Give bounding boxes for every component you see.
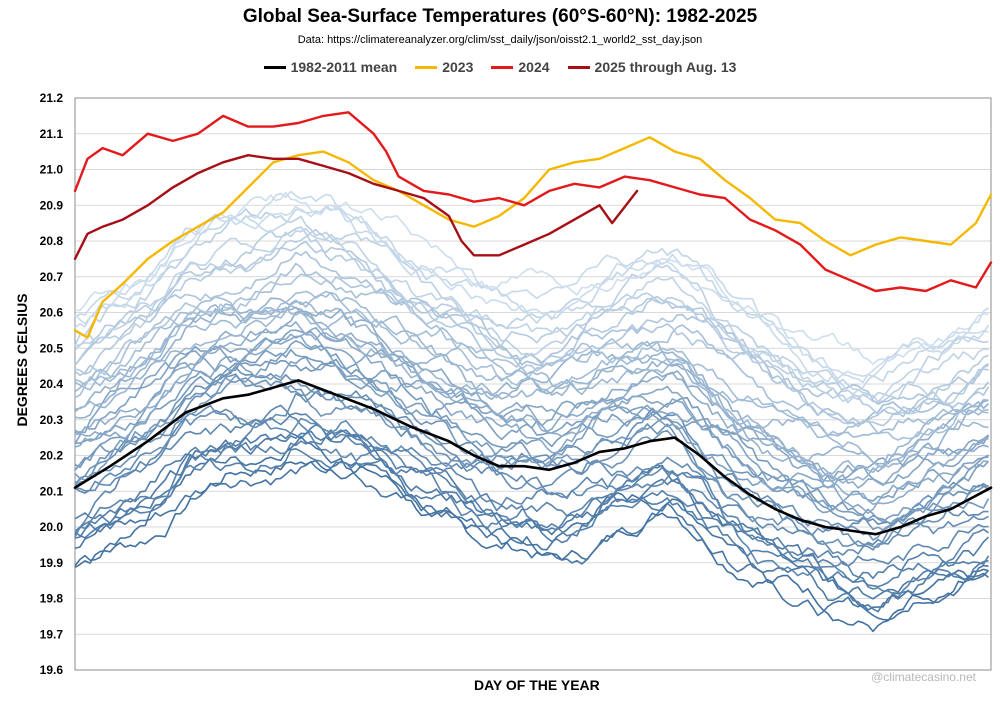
y-tick-label: 19.9: [40, 556, 64, 570]
historical-year-line: [74, 290, 989, 437]
y-tick-label: 19.6: [40, 663, 64, 677]
y-tick-label: 21.2: [40, 91, 64, 105]
historical-year-line: [74, 358, 990, 527]
historical-year-line: [74, 228, 989, 405]
y-tick-label: 20.1: [40, 484, 64, 498]
y-tick-label: 20.0: [40, 520, 64, 534]
legend-item-2025: 2025 through Aug. 13: [567, 59, 737, 75]
chart-subtitle: Data: https://climatereanalyzer.org/clim…: [297, 34, 703, 46]
y-tick-label: 19.7: [40, 627, 64, 641]
legend-label-mean: 1982-2011 mean: [290, 59, 398, 75]
historical-year-line: [74, 423, 990, 613]
legend-item-2024: 2024: [491, 59, 550, 75]
historical-year-line: [74, 412, 989, 599]
historical-year-line: [74, 429, 990, 588]
series-line-2024: [73, 111, 993, 293]
historical-year-line: [74, 273, 990, 425]
historical-year-line: [74, 226, 989, 416]
historical-year-line: [74, 299, 989, 478]
y-tick-label: 20.5: [40, 341, 64, 355]
chart-title: Global Sea-Surface Temperatures (60°S-60…: [242, 6, 758, 27]
y-tick-label: 21.1: [40, 127, 64, 141]
y-tick-label: 20.6: [40, 306, 64, 320]
legend-swatch-2023: [415, 65, 438, 69]
x-axis-label: DAY OF THE YEAR: [474, 677, 600, 693]
historical-year-line: [74, 262, 990, 441]
legend-swatch-2024: [491, 65, 514, 69]
historical-year-line: [74, 321, 989, 506]
historical-year-line: [74, 460, 989, 633]
historical-year-line: [74, 390, 989, 536]
historical-year-line: [74, 329, 990, 490]
historical-year-line: [74, 241, 989, 428]
y-tick-label: 20.9: [40, 198, 64, 212]
legend: 1982-2011 mean 2023 2024 2025 through Au…: [0, 59, 1000, 75]
plot-frame: [74, 97, 992, 671]
y-tick-label: 20.7: [40, 270, 64, 284]
y-axis-label: DEGREES CELSIUS: [14, 293, 30, 427]
historical-year-line: [74, 227, 989, 403]
historical-year-line: [74, 192, 989, 365]
y-tick-label: 20.2: [40, 449, 64, 463]
y-tick-label: 20.4: [40, 377, 64, 391]
historical-year-line: [74, 326, 989, 515]
y-tick-label: 20.8: [40, 234, 64, 248]
legend-label-2023: 2023: [442, 59, 474, 75]
legend-label-2025: 2025 through Aug. 13: [594, 59, 737, 75]
legend-swatch-2025: [567, 65, 590, 69]
historical-year-line: [74, 460, 989, 621]
legend-label-2024: 2024: [518, 59, 550, 75]
series-line-2023: [73, 136, 993, 339]
y-tick-label: 20.3: [40, 413, 64, 427]
series-mean-line: [73, 379, 993, 536]
credit-text: @climatecasino.net: [871, 670, 976, 684]
legend-item-mean: 1982-2011 mean: [263, 59, 398, 75]
y-tick-label: 21.0: [40, 163, 64, 177]
legend-item-2023: 2023: [415, 59, 473, 75]
series-line-2025: [73, 153, 639, 261]
historical-year-line: [74, 335, 989, 491]
legend-swatch-mean: [263, 65, 286, 69]
historical-year-line: [74, 190, 989, 384]
historical-year-line: [74, 306, 989, 469]
y-tick-label: 19.8: [40, 592, 64, 606]
historical-year-line: [74, 404, 989, 556]
historical-year-line: [74, 208, 989, 400]
historical-year-line: [74, 290, 989, 439]
historical-year-line: [74, 404, 989, 577]
historical-year-line: [74, 340, 990, 523]
